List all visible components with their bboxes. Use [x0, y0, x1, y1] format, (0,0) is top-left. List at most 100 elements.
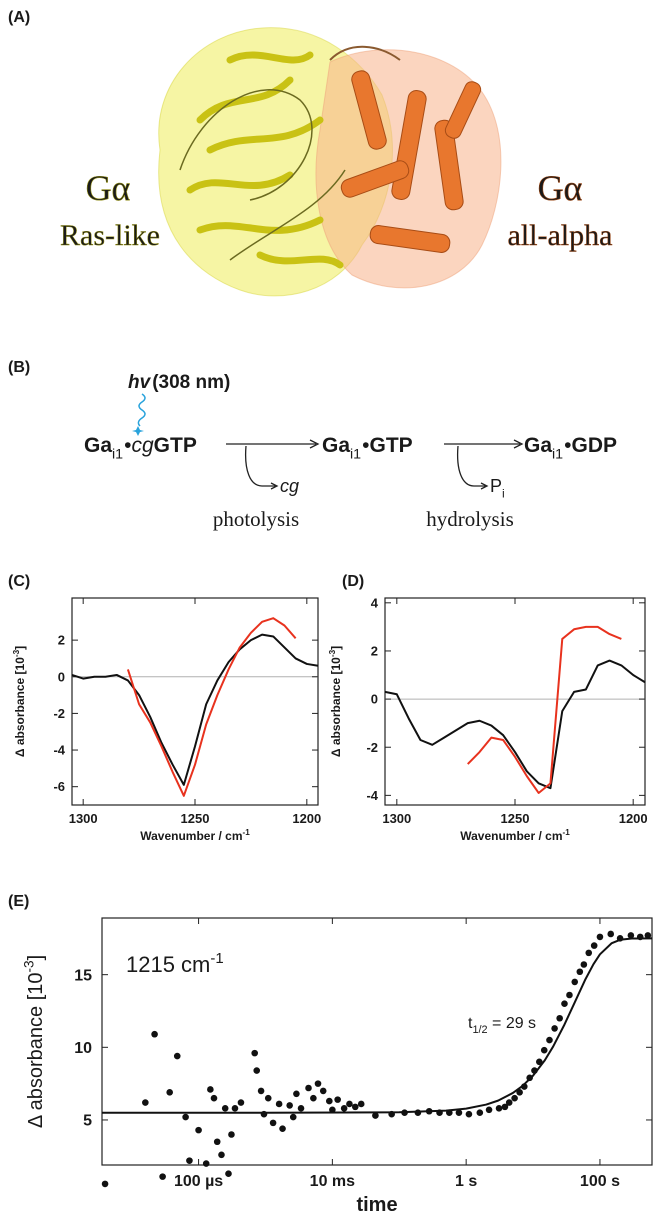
annotation: 1215 cm-1 [126, 950, 224, 977]
data-point [477, 1109, 484, 1116]
data-point [506, 1099, 513, 1106]
text-part: cg [131, 434, 154, 457]
data-line [385, 661, 645, 789]
protein-structure [159, 28, 501, 296]
x-tick-label: 1200 [292, 811, 321, 826]
plot-frame [385, 598, 645, 805]
x-tick-label: 1250 [501, 811, 530, 826]
data-point [174, 1053, 181, 1060]
data-point [315, 1080, 322, 1087]
data-point [346, 1101, 353, 1108]
text-part: -1 [563, 828, 571, 837]
x-tick-label: 1 s [455, 1173, 477, 1190]
data-point [341, 1105, 348, 1112]
figure: (A) Gα Ras-like Gα all-alpha (B) hv(308 … [0, 0, 657, 1220]
step-product: Pi [490, 476, 505, 500]
text-part: cg [280, 476, 299, 496]
data-point [352, 1104, 359, 1111]
x-tick-label: 1300 [69, 811, 98, 826]
x-tick-label: 100 µs [174, 1173, 223, 1190]
y-tick-label: 15 [74, 967, 92, 984]
data-point [591, 942, 598, 949]
light-label: hv(308 nm) [128, 372, 230, 393]
text-part: time [356, 1194, 397, 1216]
x-tick-label: 100 s [580, 1173, 620, 1190]
text-part: -1 [243, 828, 251, 837]
text-part: P [490, 476, 502, 496]
x-axis-label: time [356, 1194, 397, 1216]
data-point [253, 1067, 260, 1074]
data-point [293, 1091, 300, 1098]
domain-label: Ras-like [60, 219, 160, 252]
text-part: • [124, 434, 131, 457]
data-point [571, 979, 578, 986]
data-point [186, 1157, 193, 1164]
data-point [290, 1114, 297, 1121]
text-part: Wavenumber / cm [140, 829, 242, 843]
text-part: ] [25, 955, 47, 961]
text-part: i1 [350, 446, 361, 462]
data-point [214, 1138, 221, 1145]
step-label: hydrolysis [426, 507, 514, 531]
data-point [577, 968, 584, 975]
data-point [305, 1085, 312, 1092]
data-point [211, 1095, 218, 1102]
data-point [203, 1160, 210, 1167]
text-part: i [502, 486, 505, 500]
domain-name: Gα [538, 168, 583, 208]
data-point [159, 1173, 166, 1180]
x-tick-label: 1250 [181, 811, 210, 826]
data-point [320, 1088, 327, 1095]
x-axis-label: Wavenumber / cm-1 [460, 828, 570, 843]
text-part: Ga [84, 434, 112, 457]
panel-label: (C) [8, 573, 30, 590]
y-tick-label: 10 [74, 1040, 92, 1057]
light-squiggle [138, 394, 145, 426]
data-point [222, 1105, 229, 1112]
data-point [265, 1095, 272, 1102]
data-point [466, 1111, 473, 1118]
data-point [551, 1025, 558, 1032]
y-tick-label: 0 [58, 669, 65, 684]
y-axis-label: Δ absorbance [10-3] [328, 646, 343, 757]
species: Gai1•GDP [524, 434, 617, 462]
y-axis-label: Δ absorbance [10-3] [22, 955, 47, 1128]
data-point [310, 1095, 317, 1102]
species: Gai1•cgGTP [84, 434, 197, 462]
data-point [151, 1031, 158, 1038]
light-symbol: hv [128, 372, 152, 393]
data-point [541, 1047, 548, 1054]
data-point [561, 1000, 568, 1007]
text-part: i1 [552, 446, 563, 462]
text-part: -3 [22, 960, 37, 972]
data-point [566, 992, 573, 999]
text-part: Ga [322, 434, 350, 457]
text-part: Wavenumber / cm [460, 829, 562, 843]
y-axis-label: Δ absorbance [10-3] [12, 646, 27, 757]
data-point [326, 1098, 333, 1105]
text-part: = 29 s [488, 1015, 536, 1032]
data-point [546, 1037, 553, 1044]
x-tick-label: 1300 [382, 811, 411, 826]
text-part: GTP [369, 434, 412, 457]
y-tick-label: -4 [53, 743, 65, 758]
y-tick-label: 2 [58, 633, 65, 648]
data-point [207, 1086, 214, 1093]
data-point [218, 1152, 225, 1159]
domain-label: all-alpha [508, 219, 613, 252]
text-part: Δ absorbance [10 [329, 657, 343, 757]
data-point [182, 1114, 189, 1121]
data-point [486, 1106, 493, 1113]
x-tick-label: 1200 [619, 811, 648, 826]
step-label: photolysis [213, 507, 299, 531]
data-point [102, 1181, 109, 1188]
y-tick-label: 4 [371, 595, 379, 610]
data-point [511, 1095, 518, 1102]
y-tick-label: 0 [371, 692, 378, 707]
data-line [468, 627, 622, 793]
text-part: ] [329, 646, 343, 650]
domain-name: Gα [86, 168, 131, 208]
plot-frame [72, 598, 318, 805]
species: Gai1•GTP [322, 434, 413, 462]
data-point [286, 1102, 293, 1109]
